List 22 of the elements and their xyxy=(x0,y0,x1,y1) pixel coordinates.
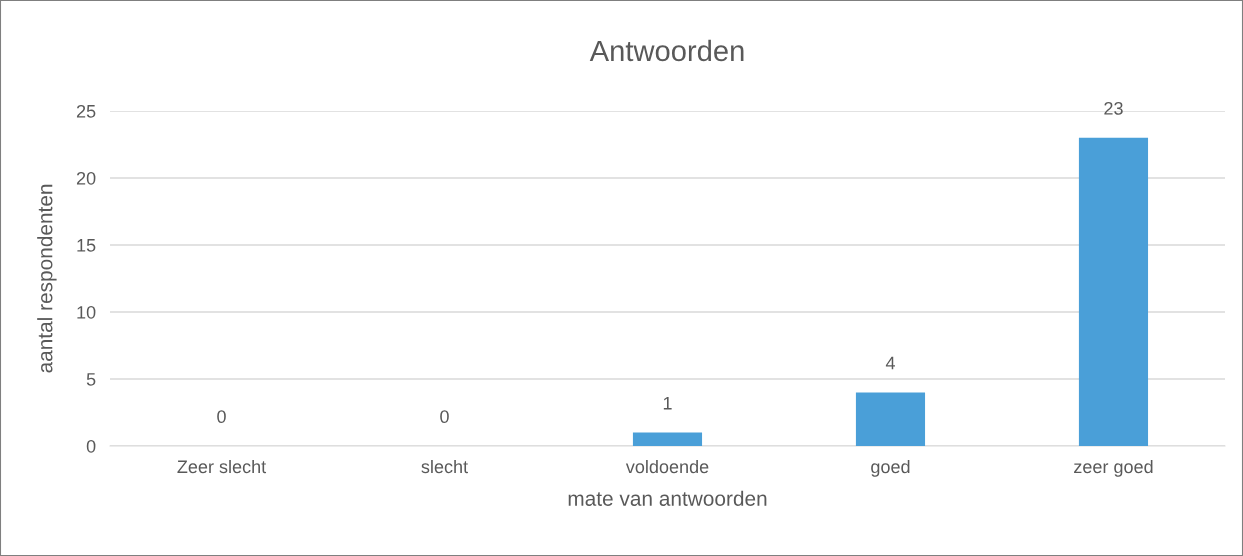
data-label: 0 xyxy=(217,410,226,424)
x-axis-title: mate van antwoorden xyxy=(568,490,767,506)
x-tick-label: goed xyxy=(871,459,910,477)
y-axis-title: aantal respondenten xyxy=(37,184,57,373)
data-label: 23 xyxy=(1104,101,1123,115)
bar xyxy=(632,432,703,447)
data-label: 0 xyxy=(440,410,449,424)
x-tick-label: zeer goed xyxy=(1074,459,1153,477)
y-tick-label: 15 xyxy=(77,239,96,252)
data-label: 1 xyxy=(663,397,672,410)
data-label: 4 xyxy=(885,356,895,370)
bar xyxy=(1078,137,1149,447)
y-tick-label: 10 xyxy=(77,305,96,319)
x-tick-label: voldoende xyxy=(625,459,709,474)
chart-title: Antwoorden xyxy=(589,39,744,62)
y-tick-label: 0 xyxy=(86,439,96,453)
x-tick-label: slecht xyxy=(421,459,468,474)
x-tick-label: Zeer slecht xyxy=(177,459,267,474)
y-tick-label: 25 xyxy=(76,104,96,118)
y-tick-label: 5 xyxy=(86,373,96,386)
y-tick-label: 20 xyxy=(76,171,96,185)
bar xyxy=(855,392,926,447)
